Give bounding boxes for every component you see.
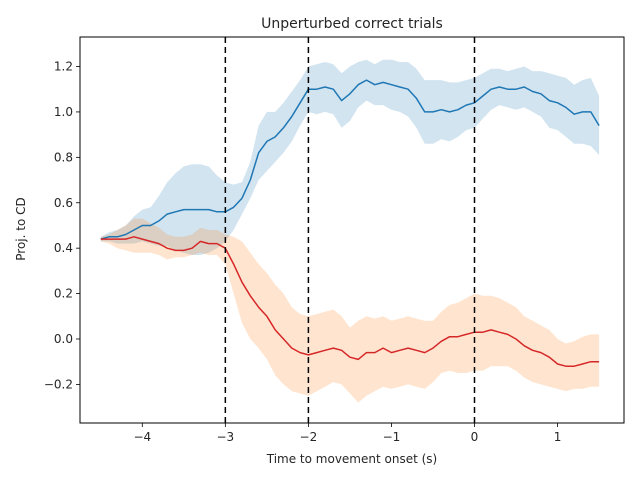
- y-tick-label: −0.2: [44, 377, 73, 391]
- x-tick-label: −4: [133, 430, 151, 444]
- series-2-band: [100, 218, 600, 403]
- y-tick-label: 1.2: [54, 60, 73, 74]
- x-tick-label: −2: [300, 430, 318, 444]
- x-tick-label: −3: [216, 430, 234, 444]
- series-1-line: [100, 79, 600, 240]
- chart-title: Unperturbed correct trials: [261, 16, 443, 32]
- x-tick-label: 1: [554, 430, 562, 444]
- y-tick-label: 0.2: [54, 287, 73, 301]
- series-2-line: [100, 236, 600, 367]
- y-tick-label: 0.4: [54, 241, 73, 255]
- x-axis: −4 −3 −2 −1 0 1: [133, 423, 561, 444]
- y-tick-label: 0.0: [54, 332, 73, 346]
- y-tick-label: 1.0: [54, 105, 73, 119]
- series-lines: [100, 79, 600, 367]
- y-tick-label: 0.6: [54, 196, 73, 210]
- reference-lines: [224, 37, 476, 423]
- x-axis-label: Time to movement onset (s): [266, 452, 437, 466]
- x-tick-label: −1: [383, 430, 401, 444]
- y-tick-label: 0.8: [54, 150, 73, 164]
- plot-frame: [79, 36, 625, 424]
- y-axis-label: Proj. to CD: [14, 197, 28, 260]
- y-axis: −0.2 0.0 0.2 0.4 0.6 0.8 1.0 1.2: [44, 60, 80, 391]
- x-tick-label: 0: [471, 430, 479, 444]
